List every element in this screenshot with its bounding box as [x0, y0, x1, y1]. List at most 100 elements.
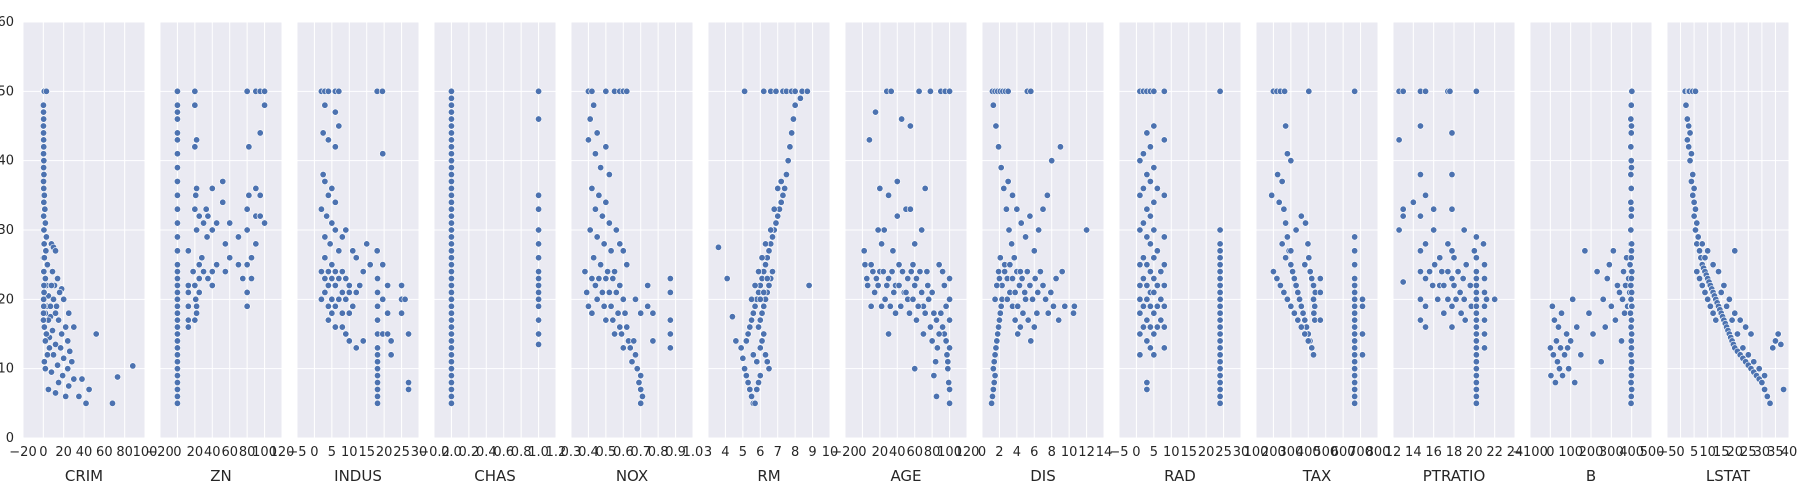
data-point [609, 316, 617, 324]
data-point [447, 358, 455, 366]
x-tick-label: 80 [239, 445, 256, 460]
data-point [1744, 351, 1752, 359]
data-point [192, 295, 200, 303]
panel-rm: 3 4 5 6 7 8 9 10 RM [704, 21, 838, 485]
data-point [52, 247, 60, 255]
data-point [1216, 372, 1224, 380]
x-tick-label: 3 [704, 445, 712, 460]
data-point [1696, 247, 1704, 255]
x-tick-label: −20 [831, 445, 858, 460]
data-point [1216, 358, 1224, 366]
data-point [1146, 212, 1154, 220]
data-point [602, 275, 610, 283]
data-point [1628, 385, 1636, 393]
data-point [765, 365, 773, 373]
y-tick-label: 10 [0, 362, 14, 377]
x-tick-label: 5 [1150, 445, 1158, 460]
data-point [398, 309, 406, 317]
data-point [331, 226, 339, 234]
data-point [173, 115, 181, 123]
data-point [447, 240, 455, 248]
data-point [1055, 316, 1063, 324]
data-point [1216, 288, 1224, 296]
y-tick-label: 40 [0, 154, 14, 169]
x-tick-label: −5 [287, 445, 306, 460]
data-point [1693, 219, 1701, 227]
data-point [1399, 278, 1407, 286]
data-point [1691, 226, 1699, 234]
data-point [1153, 323, 1161, 331]
x-tick-label: −5 [1109, 445, 1128, 460]
data-point [749, 309, 757, 317]
data-point [1299, 309, 1307, 317]
data-point [989, 365, 997, 373]
data-point [1268, 191, 1276, 199]
data-point [1472, 302, 1480, 310]
data-point [946, 275, 954, 283]
data-point [1416, 171, 1424, 179]
data-point [193, 226, 201, 234]
data-point [1761, 372, 1769, 380]
data-point [1139, 275, 1147, 283]
data-point [989, 101, 997, 109]
data-point [1136, 191, 1144, 199]
data-point [990, 379, 998, 387]
data-point [1627, 316, 1635, 324]
x-tick-label: 0.9 [665, 445, 686, 460]
data-point [447, 129, 455, 137]
data-point [994, 330, 1002, 338]
data-point [932, 316, 940, 324]
data-point [374, 351, 382, 359]
x-tick-label: 8 [1048, 445, 1056, 460]
data-point [1216, 295, 1224, 303]
data-point [1472, 351, 1480, 359]
data-point [911, 365, 919, 373]
data-point [588, 184, 596, 192]
data-point [1301, 316, 1309, 324]
data-point [256, 129, 264, 137]
x-tick-label: 400 [1296, 445, 1321, 460]
data-point [1153, 281, 1161, 289]
x-axis-label: TAX [1302, 467, 1332, 485]
data-point [1143, 129, 1151, 137]
data-point [184, 323, 192, 331]
data-point [256, 191, 264, 199]
data-point [946, 87, 954, 95]
data-point [335, 275, 343, 283]
data-point [605, 219, 613, 227]
data-point [1563, 330, 1571, 338]
data-point [42, 247, 50, 255]
data-point [261, 87, 269, 95]
data-point [744, 330, 752, 338]
x-tick-label: 1.2 [546, 445, 567, 460]
data-point [1047, 288, 1055, 296]
data-point [208, 184, 216, 192]
data-point [1160, 87, 1168, 95]
x-tick-label: 0.0 [441, 445, 462, 460]
data-point [1742, 323, 1750, 331]
data-point [1150, 87, 1158, 95]
x-tick-label: 35 [1767, 445, 1784, 460]
data-point [342, 295, 350, 303]
data-point [1689, 191, 1697, 199]
data-point [40, 226, 48, 234]
data-point [919, 330, 927, 338]
data-point [1316, 316, 1324, 324]
data-point [1030, 323, 1038, 331]
x-tick-label: 0 [1132, 445, 1140, 460]
data-point [626, 344, 634, 352]
data-point [1280, 205, 1288, 213]
x-tick-label: 16 [1425, 445, 1442, 460]
panel-nox: 0.30.40.50.60.70.80.91.0 NOX [561, 21, 703, 485]
data-point [887, 87, 895, 95]
data-point [616, 281, 624, 289]
data-point [1462, 261, 1470, 269]
data-point [374, 275, 382, 283]
data-point [1143, 233, 1151, 241]
data-point [200, 219, 208, 227]
data-point [874, 226, 882, 234]
data-point [349, 302, 357, 310]
data-point [755, 268, 763, 276]
data-point [1008, 240, 1016, 248]
data-point [447, 365, 455, 373]
